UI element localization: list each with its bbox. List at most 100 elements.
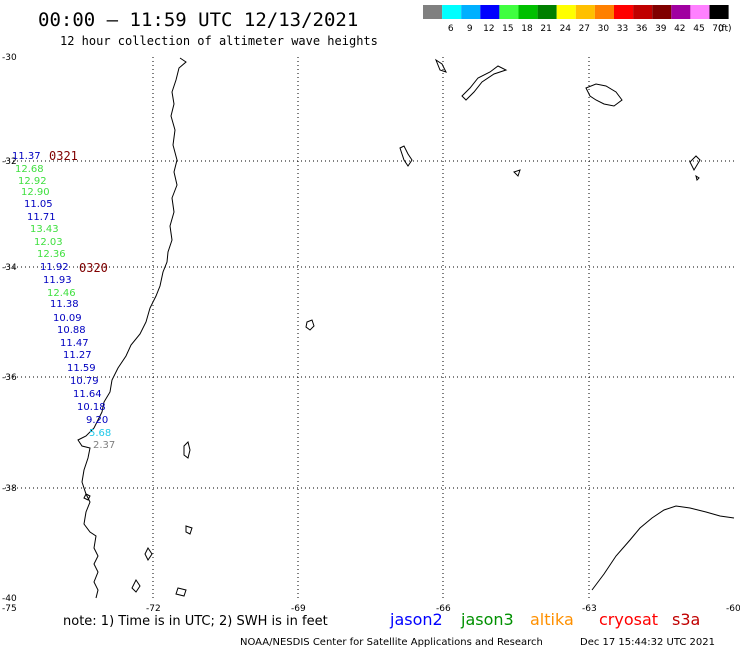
mission-jason2: jason2 <box>389 610 443 629</box>
wave-height-value: 12.46 <box>47 288 76 299</box>
wave-height-value: 11.38 <box>50 299 79 310</box>
legend-swatch <box>575 5 595 19</box>
wave-height-value: 12.92 <box>18 176 47 187</box>
pass-time-label: 0320 <box>79 261 108 275</box>
wave-height-value: 13.43 <box>30 224 59 235</box>
wave-height-value: 10.88 <box>57 325 86 336</box>
legend-swatch <box>518 5 538 19</box>
legend-swatch <box>709 5 729 19</box>
wave-height-value: 11.27 <box>63 350 92 361</box>
wave-height-value: 9.20 <box>86 415 108 426</box>
wave-height-value: 10.79 <box>70 376 99 387</box>
lon-label: -75 <box>2 604 17 614</box>
chile-coastline <box>77 57 187 599</box>
lat-label: -30 <box>2 53 17 63</box>
wave-height-value: 11.05 <box>24 199 53 210</box>
timestamp: Dec 17 15:44:32 UTC 2021 <box>580 637 715 648</box>
map-title: 00:00 – 11:59 UTC 12/13/2021 <box>38 9 358 31</box>
legend-label: 45 <box>693 24 704 34</box>
lat-label: -40 <box>2 594 17 604</box>
wave-height-value: 11.47 <box>60 338 89 349</box>
lat-label: -34 <box>2 263 17 273</box>
wave-height-value: 11.37 <box>12 151 41 162</box>
lat-label: -32 <box>2 157 17 167</box>
wave-height-value: 11.71 <box>27 212 56 223</box>
legend-swatch <box>499 5 519 19</box>
color-legend: 6 9 12 15 18 21 24 27 30 33 36 39 42 45 70 <box>423 5 729 34</box>
credit-line: NOAA/NESDIS Center for Satellite Applica… <box>240 637 543 648</box>
wave-height-value: 11.64 <box>73 389 102 400</box>
legend-label: 70 <box>712 24 724 34</box>
legend-label: 42 <box>674 24 685 34</box>
legend-label: 18 <box>521 24 533 34</box>
legend-swatch <box>442 5 462 19</box>
lon-labels: -75 -72 -69 -66 -63 -60 <box>2 604 740 614</box>
islet <box>434 58 447 73</box>
argentina-coastline-north <box>461 65 508 101</box>
legend-label: 21 <box>540 24 551 34</box>
legend-swatch <box>556 5 576 19</box>
legend-swatch <box>423 5 443 19</box>
legend-label: 9 <box>467 24 473 34</box>
wave-height-value: 11.59 <box>67 363 96 374</box>
islet <box>399 145 413 167</box>
mission-s3a: s3a <box>672 610 700 629</box>
wave-height-value: 10.18 <box>77 402 106 413</box>
legend-unit: (ft) <box>718 24 732 34</box>
lon-label: -66 <box>436 604 451 614</box>
legend-swatch <box>614 5 634 19</box>
pass-time-label: 0321 <box>49 149 78 163</box>
wave-height-value: 12.90 <box>21 187 50 198</box>
wave-height-value: 11.93 <box>43 275 72 286</box>
lat-labels: -30 -32 -34 -36 -38 -40 <box>2 53 17 604</box>
lat-label: -36 <box>2 373 17 383</box>
legend-swatch <box>671 5 691 19</box>
lon-label: -72 <box>146 604 161 614</box>
legend-swatch <box>537 5 557 19</box>
graticule <box>5 57 735 598</box>
argentina-coastline-south <box>591 505 735 591</box>
legend-label: 6 <box>448 24 454 34</box>
wave-height-value: 2.37 <box>93 440 115 451</box>
islet <box>513 169 521 177</box>
robinson-crusoe-island <box>183 441 191 459</box>
mission-list: jason2 jason3 altika cryosat s3a <box>389 610 700 629</box>
legend-swatch <box>461 5 481 19</box>
legend-swatch <box>690 5 710 19</box>
lon-label: -60 <box>726 604 740 614</box>
mission-jason3: jason3 <box>460 610 514 629</box>
wave-height-value: 12.03 <box>34 237 63 248</box>
chiloe-island <box>131 579 141 593</box>
lon-label: -69 <box>291 604 306 614</box>
wave-height-value: 12.68 <box>15 164 44 175</box>
legend-label: 24 <box>560 24 572 34</box>
legend-label: 15 <box>502 24 513 34</box>
legend-label: 36 <box>636 24 648 34</box>
legend-label: 30 <box>598 24 610 34</box>
lon-label: -63 <box>582 604 597 614</box>
legend-label: 33 <box>617 24 628 34</box>
mission-cryosat: cryosat <box>599 610 658 629</box>
legend-swatch <box>594 5 614 19</box>
footer-note: note: 1) Time is in UTC; 2) SWH is in fe… <box>63 614 328 629</box>
wave-height-value: 12.36 <box>37 249 66 260</box>
legend-swatch <box>652 5 672 19</box>
legend-label: 27 <box>579 24 590 34</box>
legend-label: 39 <box>655 24 667 34</box>
islet <box>175 587 187 597</box>
legend-label: 12 <box>483 24 494 34</box>
legend-swatch <box>480 5 500 19</box>
wave-height-value: 10.09 <box>53 313 82 324</box>
wave-height-value: 5.68 <box>89 428 111 439</box>
map-subtitle: 12 hour collection of altimeter wave hei… <box>60 34 378 48</box>
falkland-like-island <box>585 83 623 107</box>
islet <box>689 155 701 172</box>
mocha-island <box>83 493 91 501</box>
islet <box>695 174 700 181</box>
lat-label: -38 <box>2 484 17 494</box>
legend-swatch <box>633 5 653 19</box>
chonos-islet <box>144 547 153 561</box>
coastlines <box>77 57 735 599</box>
